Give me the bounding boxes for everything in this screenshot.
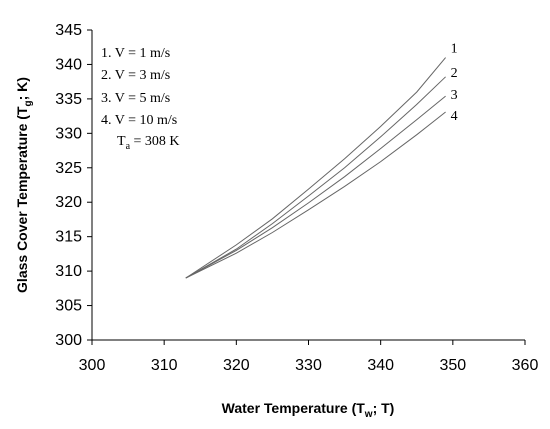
y-tick-label: 340 — [55, 56, 82, 73]
y-tick-label: 325 — [55, 160, 82, 177]
y-tick-label: 310 — [55, 263, 82, 280]
x-axis-title: Water Temperature (Tw; T) — [222, 400, 395, 420]
series-label-3: 3 — [451, 88, 458, 103]
y-title-rest: ; K) — [14, 77, 30, 100]
y-tick-label: 345 — [55, 22, 82, 39]
x-tick-label: 300 — [79, 357, 106, 374]
y-tick-label: 315 — [55, 229, 82, 246]
ambient-rest: = 308 K — [130, 134, 180, 149]
x-tick-label: 320 — [223, 357, 250, 374]
y-axis-title: Glass Cover Temperature (Tg; K) — [14, 77, 34, 293]
legend-ambient-temperature: Ta = 308 K — [117, 134, 180, 152]
x-tick-label: 350 — [439, 357, 466, 374]
series-line-2 — [185, 76, 446, 279]
y-tick-label: 305 — [55, 298, 82, 315]
ambient-main: T — [117, 134, 126, 149]
series-lines — [185, 57, 446, 279]
x-tick-label: 360 — [512, 357, 539, 374]
x-title-rest: ; T) — [373, 400, 395, 416]
x-title-main: Water Temperature (T — [222, 400, 366, 416]
legend-entry-4: 4. V = 10 m/s — [101, 113, 177, 128]
series-line-4 — [185, 111, 446, 279]
ambient-sub: a — [126, 141, 131, 152]
y-title-sub: g — [23, 100, 34, 106]
x-title-sub: w — [364, 409, 373, 420]
series-line-3 — [185, 95, 446, 279]
legend-entry-3: 3. V = 5 m/s — [101, 91, 170, 106]
x-axis-ticks: 300 310 320 330 340 350 360 — [79, 340, 539, 374]
series-labels: 1 2 3 4 — [451, 42, 458, 124]
y-tick-label: 320 — [55, 194, 82, 211]
series-label-1: 1 — [451, 42, 458, 57]
x-tick-label: 340 — [367, 357, 394, 374]
series-line-1 — [185, 57, 446, 279]
legend-entry-2: 2. V = 3 m/s — [101, 68, 170, 83]
y-tick-label: 330 — [55, 125, 82, 142]
y-axis-ticks: 300 305 310 315 320 325 330 335 340 345 — [55, 22, 92, 349]
y-tick-label: 335 — [55, 91, 82, 108]
y-tick-label: 300 — [55, 332, 82, 349]
series-label-4: 4 — [451, 109, 458, 124]
x-tick-label: 330 — [295, 357, 322, 374]
y-title-main: Glass Cover Temperature (T — [14, 106, 30, 293]
x-tick-label: 310 — [151, 357, 178, 374]
legend: 1. V = 1 m/s 2. V = 3 m/s 3. V = 5 m/s 4… — [101, 46, 180, 152]
series-label-2: 2 — [451, 66, 458, 81]
legend-entry-1: 1. V = 1 m/s — [101, 46, 170, 61]
